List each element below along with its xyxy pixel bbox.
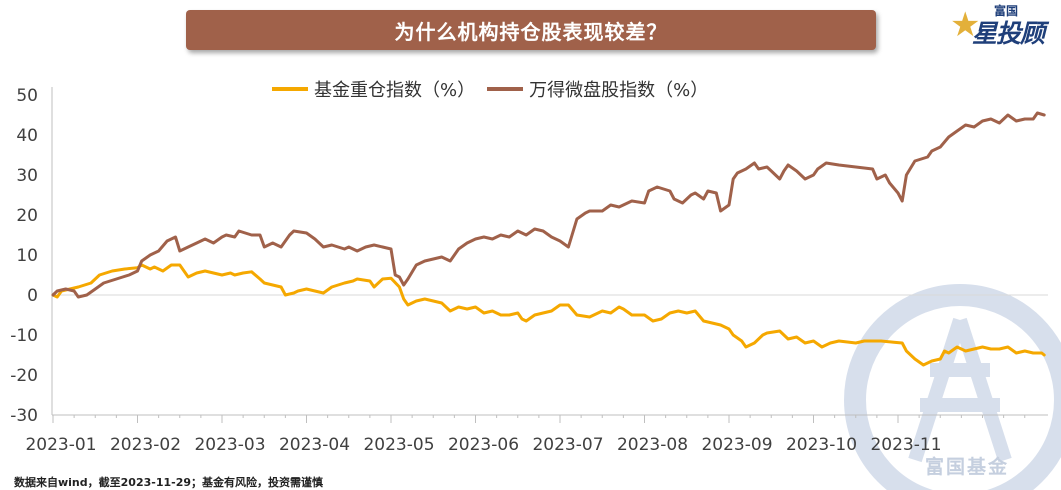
star-icon: ★ <box>950 5 981 45</box>
series-lines <box>51 111 1046 367</box>
x-tick-label: 2023-02 <box>110 435 181 455</box>
y-axis: -30 -20 -10 0 10 20 30 40 50 <box>10 86 38 426</box>
x-tick-label: 2023-08 <box>617 435 688 455</box>
chart-legend: 基金重仓指数（%） 万得微盘股指数（%） <box>272 76 720 102</box>
x-tick-label: 2023-11 <box>870 435 941 455</box>
x-tick-label: 2023-04 <box>279 435 350 455</box>
y-tick-label: 0 <box>27 286 38 306</box>
y-tick-label: -20 <box>10 366 38 386</box>
watermark-text: 富国基金 <box>925 456 1010 478</box>
source-note: 数据来自wind，截至2023-11-29；基金有风险，投资需谨慎 <box>14 476 323 489</box>
y-tick-label: 50 <box>16 86 38 106</box>
y-tick-label: -30 <box>10 406 38 426</box>
legend-label-fund: 基金重仓指数（%） <box>314 80 476 101</box>
legend-swatch-fund <box>272 87 308 91</box>
x-tick-label: 2023-07 <box>532 435 603 455</box>
y-tick-label: 20 <box>16 206 38 226</box>
title-banner: 为什么机构持仓股表现较差？ <box>186 10 876 50</box>
y-tick-label: 30 <box>16 166 38 186</box>
logo-big-text: 星投顾 <box>972 19 1045 48</box>
page-title: 为什么机构持仓股表现较差？ <box>394 19 668 44</box>
x-tick-label: 2023-01 <box>25 435 96 455</box>
logo-small-text: 富国 <box>994 4 1019 18</box>
y-tick-label: 10 <box>16 246 38 266</box>
brand-logo: ★ 富国 星投顾 <box>950 2 1060 50</box>
legend-swatch-micro <box>487 87 524 91</box>
series-line-micro <box>51 111 1046 299</box>
legend-item-fund: 基金重仓指数（%） <box>272 76 475 102</box>
y-tick-label: -10 <box>10 326 38 346</box>
x-tick-label: 2023-06 <box>448 435 519 455</box>
y-tick-label: 40 <box>16 126 38 146</box>
x-tick-label: 2023-05 <box>363 435 434 455</box>
x-tick-label: 2023-09 <box>701 435 772 455</box>
x-tick-label: 2023-10 <box>786 435 857 455</box>
legend-item-micro: 万得微盘股指数（%） <box>487 76 708 102</box>
legend-label-micro: 万得微盘股指数（%） <box>529 80 709 101</box>
series-line-fund <box>51 263 1046 367</box>
x-tick-label: 2023-03 <box>194 435 265 455</box>
x-axis: 2023-01 2023-02 2023-03 2023-04 2023-05 2023-… <box>25 87 1048 455</box>
